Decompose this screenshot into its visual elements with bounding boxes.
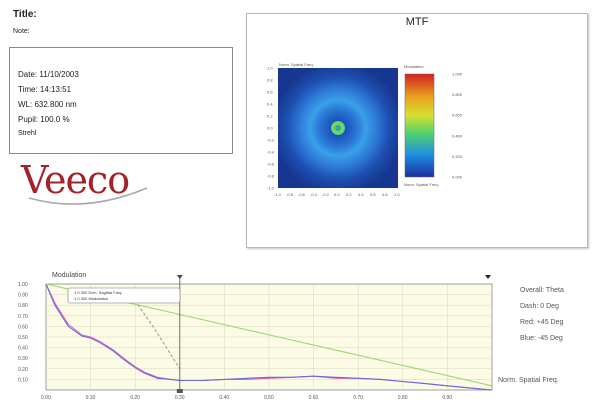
strehl-line: Strehl bbox=[18, 130, 37, 137]
heatmap-y-tick-label: -0.4 bbox=[267, 150, 275, 155]
heatmap-y-tick-label: -0.2 bbox=[267, 138, 275, 143]
info-box: Date: 11/10/2003 Time: 14:13:51 WL: 632.… bbox=[9, 47, 233, 154]
y-tick-label: 0.50 bbox=[18, 335, 28, 341]
legend-item: Overall: Theta bbox=[520, 287, 564, 294]
x-tick-label: 0.90 bbox=[442, 395, 452, 401]
heatmap-center bbox=[335, 125, 341, 131]
colorbar-tick-label: 0.200 bbox=[452, 154, 463, 159]
logo-swoosh-icon bbox=[28, 187, 148, 205]
x-tick-label: 0.00 bbox=[41, 395, 51, 401]
y-tick-label: 0.60 bbox=[18, 324, 28, 330]
colorbar-tick-label: 0.400 bbox=[452, 133, 463, 138]
logo-text: Veeco bbox=[21, 158, 130, 202]
colorbar-bottom-label: Norm. Spatial Freq. bbox=[404, 182, 439, 187]
heatmap-x-tick-label: -0.4 bbox=[310, 192, 318, 197]
note-label: Note: bbox=[13, 28, 30, 35]
mtf-heatmap: Norm. Spatial Freq. 1.0 0.8 0.6 0.4 0.2 0.0 -0… bbox=[267, 62, 463, 197]
heatmap-x-tick-label: 0.4 bbox=[358, 192, 364, 197]
legend-item: Red: +45 Deg bbox=[520, 319, 564, 326]
x-tick-label: 0.80 bbox=[398, 395, 408, 401]
heatmap-y-tick-label: 0.4 bbox=[267, 102, 273, 107]
mtf-title: MTF bbox=[405, 16, 429, 28]
wavelength-line: WL: 632.800 nm bbox=[18, 100, 77, 109]
chart-title: Modulation bbox=[52, 272, 86, 279]
heatmap-x-tick-label: 0.6 bbox=[370, 192, 376, 197]
series-legend: Overall: Theta Dash: 0 Deg Red: +45 Deg … bbox=[520, 283, 564, 347]
x-tick-label: 0.60 bbox=[309, 395, 319, 401]
heatmap-x-tick-label: 0.2 bbox=[346, 192, 352, 197]
cursor-bottom-marker bbox=[176, 389, 183, 393]
legend-item: Blue: -45 Deg bbox=[520, 335, 563, 342]
x-tick-label: 0.20 bbox=[130, 395, 140, 401]
heatmap-y-tick-label: -0.8 bbox=[267, 174, 275, 179]
pupil-line: Pupil: 100.0 % bbox=[18, 115, 70, 124]
y-tick-label: 0.70 bbox=[18, 314, 28, 320]
heatmap-y-tick-label: 0.6 bbox=[267, 90, 273, 95]
heatmap-corner-label: Norm. Spatial Freq. bbox=[279, 62, 314, 67]
y-tick-label: 0.90 bbox=[18, 293, 28, 299]
colorbar-tick-label: 0.800 bbox=[452, 92, 463, 97]
mtf-panel: MTF Norm. Spatial Freq. bbox=[246, 13, 588, 248]
x-tick-label: 0.30 bbox=[175, 395, 185, 401]
date-line: Date: 11/10/2003 bbox=[18, 70, 79, 79]
heatmap-x-tick-label: 0.0 bbox=[334, 192, 340, 197]
heatmap-y-tick-label: 1.0 bbox=[267, 66, 273, 71]
cursor-readout-line: 1.0 300 Modulation bbox=[74, 296, 108, 301]
heatmap-x-tick-label: 1.0 bbox=[394, 192, 400, 197]
cursor-marker-icon bbox=[176, 275, 183, 279]
heatmap-x-tick-label: -0.6 bbox=[298, 192, 306, 197]
colorbar-tick-label: 0.600 bbox=[452, 113, 463, 118]
x-tick-label: 0.40 bbox=[219, 395, 229, 401]
x-tick-label: 0.50 bbox=[264, 395, 274, 401]
cursor-readout-line: 1.0 300 Ecm. Sagittal Freq. bbox=[74, 290, 122, 295]
x-tick-label: 0.70 bbox=[353, 395, 363, 401]
heatmap-x-tick-label: -0.2 bbox=[322, 192, 330, 197]
y-tick-label: 0.10 bbox=[18, 377, 28, 383]
veeco-logo: Veeco bbox=[15, 158, 155, 210]
colorbar bbox=[404, 73, 435, 178]
colorbar-title: Modulation bbox=[404, 64, 424, 69]
y-tick-label: 0.20 bbox=[18, 367, 28, 373]
title-label: Title: bbox=[13, 9, 37, 20]
y-tick-label: 0.80 bbox=[18, 303, 28, 309]
heatmap-y-tick-label: 0.8 bbox=[267, 78, 273, 83]
cursor-readout-box bbox=[67, 287, 181, 304]
heatmap-y-tick-label: 0.2 bbox=[267, 114, 273, 119]
y-tick-label: 0.40 bbox=[18, 346, 28, 352]
heatmap-y-tick-label: -0.6 bbox=[267, 162, 275, 167]
y-tick-label: 1.00 bbox=[18, 282, 28, 288]
heatmap-x-tick-label: -1.0 bbox=[274, 192, 282, 197]
y-tick-label: 0.30 bbox=[18, 356, 28, 362]
colorbar-tick-label: 0.000 bbox=[452, 175, 463, 180]
heatmap-x-tick-label: 0.8 bbox=[382, 192, 388, 197]
mtf-line-chart: Modulation 1.00 0.90 0.80 0.70 0.60 0.50 0.40 0… bbox=[18, 272, 493, 401]
heatmap-y-tick-label: 0.0 bbox=[267, 126, 273, 131]
end-marker-icon bbox=[485, 275, 491, 279]
series-line bbox=[45, 283, 493, 391]
heatmap-x-tick-label: -0.8 bbox=[286, 192, 294, 197]
heatmap-y-tick-label: -1.0 bbox=[267, 186, 275, 191]
x-tick-label: 0.10 bbox=[86, 395, 96, 401]
time-line: Time: 14:13:51 bbox=[18, 85, 72, 94]
colorbar-tick-label: 1.000 bbox=[452, 72, 463, 77]
legend-item: Dash: 0 Deg bbox=[520, 303, 559, 310]
x-axis-label: Norm. Spatial Freq. bbox=[498, 377, 559, 384]
